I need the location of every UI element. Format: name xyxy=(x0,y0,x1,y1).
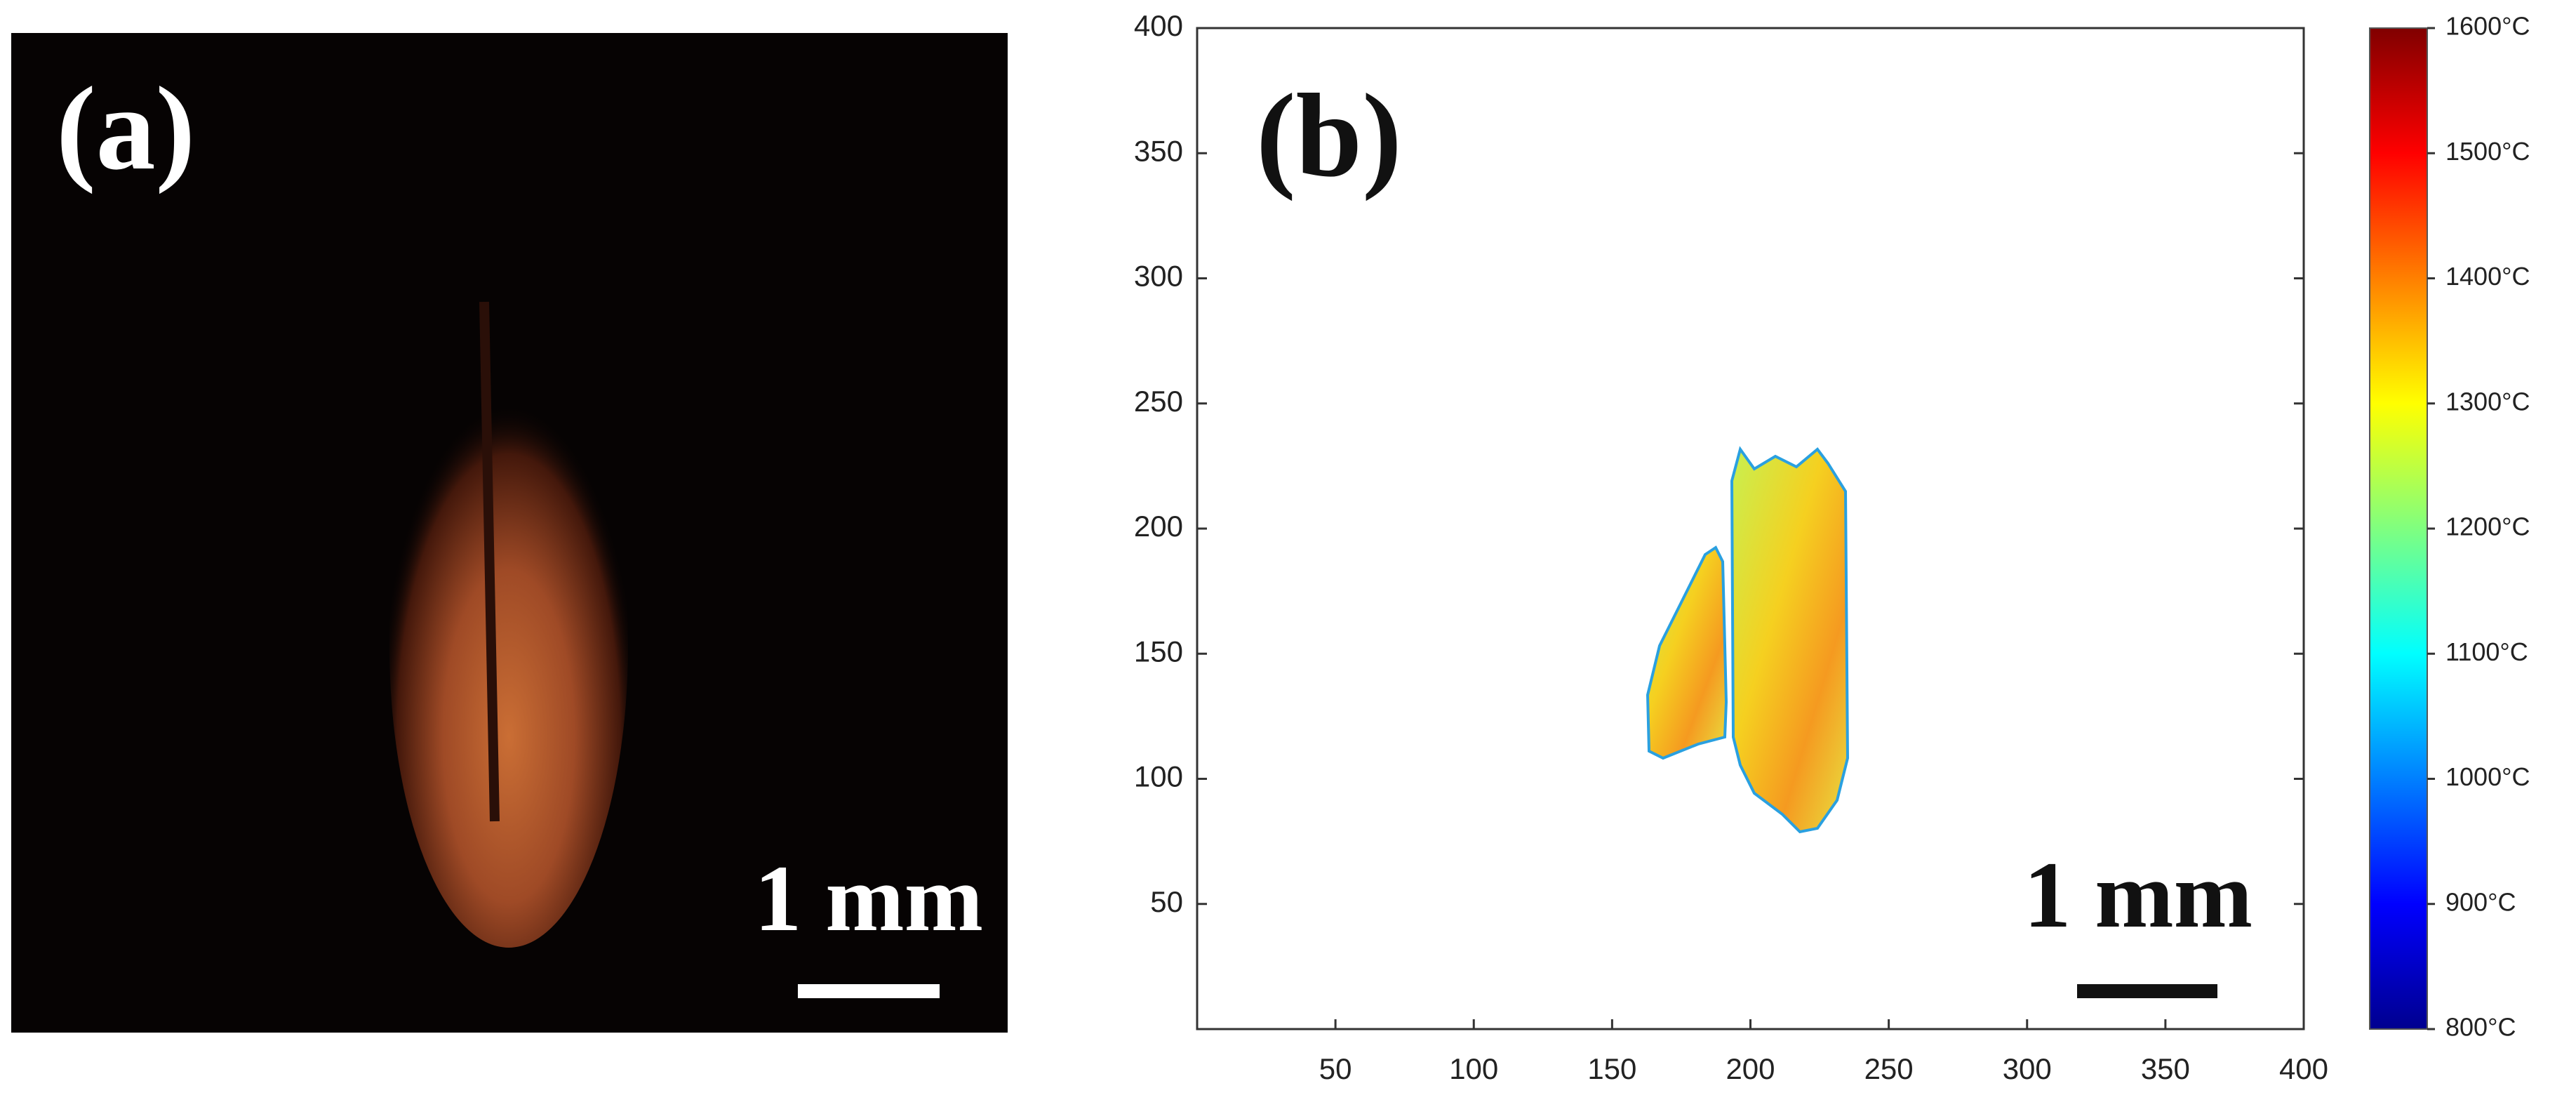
x-tick-label: 150 xyxy=(1587,1052,1636,1085)
scale-bar-label: 1 mm xyxy=(2024,843,2253,948)
y-tick-label: 300 xyxy=(1134,260,1183,293)
colorbar xyxy=(2369,27,2428,1030)
wire xyxy=(479,301,500,822)
panel-b: (b) 1 mm 50 100 150 200 250 300 350 400 50 100 150… xyxy=(1134,9,2530,1085)
y-tick-label: 200 xyxy=(1134,510,1183,543)
x-tick-label: 350 xyxy=(2141,1052,2190,1085)
colorbar-label: 1000°C xyxy=(2445,762,2530,791)
y-tick-label: 50 xyxy=(1150,885,1183,918)
colorbar-label: 900°C xyxy=(2445,887,2516,916)
colorbar-label: 1500°C xyxy=(2445,137,2530,166)
x-tick-label: 100 xyxy=(1449,1052,1498,1085)
panel-a: (a) 1 mm xyxy=(11,33,1008,1033)
scale-bar-label: 1 mm xyxy=(754,847,983,951)
y-tick-label: 100 xyxy=(1134,760,1183,793)
hot-region xyxy=(1646,545,1728,760)
colorbar-label: 1600°C xyxy=(2445,12,2530,41)
scale-bar xyxy=(2077,984,2217,998)
y-tick-label: 150 xyxy=(1134,635,1183,668)
x-tick-label: 300 xyxy=(2003,1052,2052,1085)
x-tick-label: 400 xyxy=(2279,1052,2328,1085)
colorbar-label: 1400°C xyxy=(2445,262,2530,291)
panel-label: (a) xyxy=(56,62,195,194)
flame xyxy=(389,344,628,948)
colorbar-label: 1300°C xyxy=(2445,387,2530,416)
y-tick-label: 250 xyxy=(1134,385,1183,418)
x-tick-label: 250 xyxy=(1864,1052,1914,1085)
colorbar-label: 1200°C xyxy=(2445,512,2530,541)
panel-label: (b) xyxy=(1256,69,1402,201)
y-tick-label: 350 xyxy=(1134,134,1183,167)
hot-region xyxy=(1730,446,1850,834)
colorbar-label: 800°C xyxy=(2445,1013,2516,1042)
y-tick-label: 400 xyxy=(1134,9,1183,42)
x-tick-label: 50 xyxy=(1319,1052,1352,1085)
x-tick-label: 200 xyxy=(1726,1052,1775,1085)
scale-bar xyxy=(798,984,940,998)
colorbar-label: 1100°C xyxy=(2445,637,2528,666)
